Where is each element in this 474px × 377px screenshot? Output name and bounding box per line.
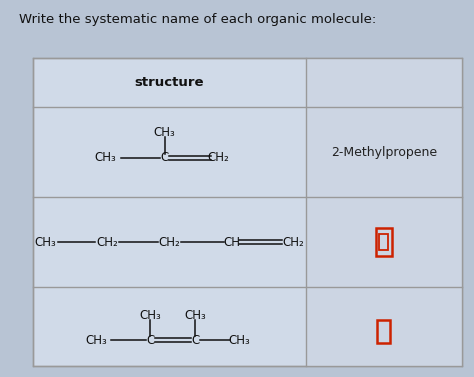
Text: CH₃: CH₃ xyxy=(94,152,116,164)
Text: CH₂: CH₂ xyxy=(158,236,180,248)
Text: CH₃: CH₃ xyxy=(184,309,206,322)
Text: CH₂: CH₂ xyxy=(96,236,118,248)
Text: structure: structure xyxy=(135,77,204,89)
Text: CH: CH xyxy=(223,236,240,248)
Text: C: C xyxy=(161,152,169,164)
Text: CH₂: CH₂ xyxy=(207,152,229,164)
Text: C: C xyxy=(191,334,200,346)
Text: CH₃: CH₃ xyxy=(34,236,56,248)
Text: Write the systematic name of each organic molecule:: Write the systematic name of each organi… xyxy=(19,13,376,26)
Text: CH₂: CH₂ xyxy=(283,236,305,248)
Text: C: C xyxy=(146,334,155,346)
Text: 2-Methylpropene: 2-Methylpropene xyxy=(331,146,437,159)
Text: CH₃: CH₃ xyxy=(139,309,161,322)
Text: CH₃: CH₃ xyxy=(228,334,250,346)
Text: CH₃: CH₃ xyxy=(85,334,107,346)
Text: CH₃: CH₃ xyxy=(154,126,175,139)
